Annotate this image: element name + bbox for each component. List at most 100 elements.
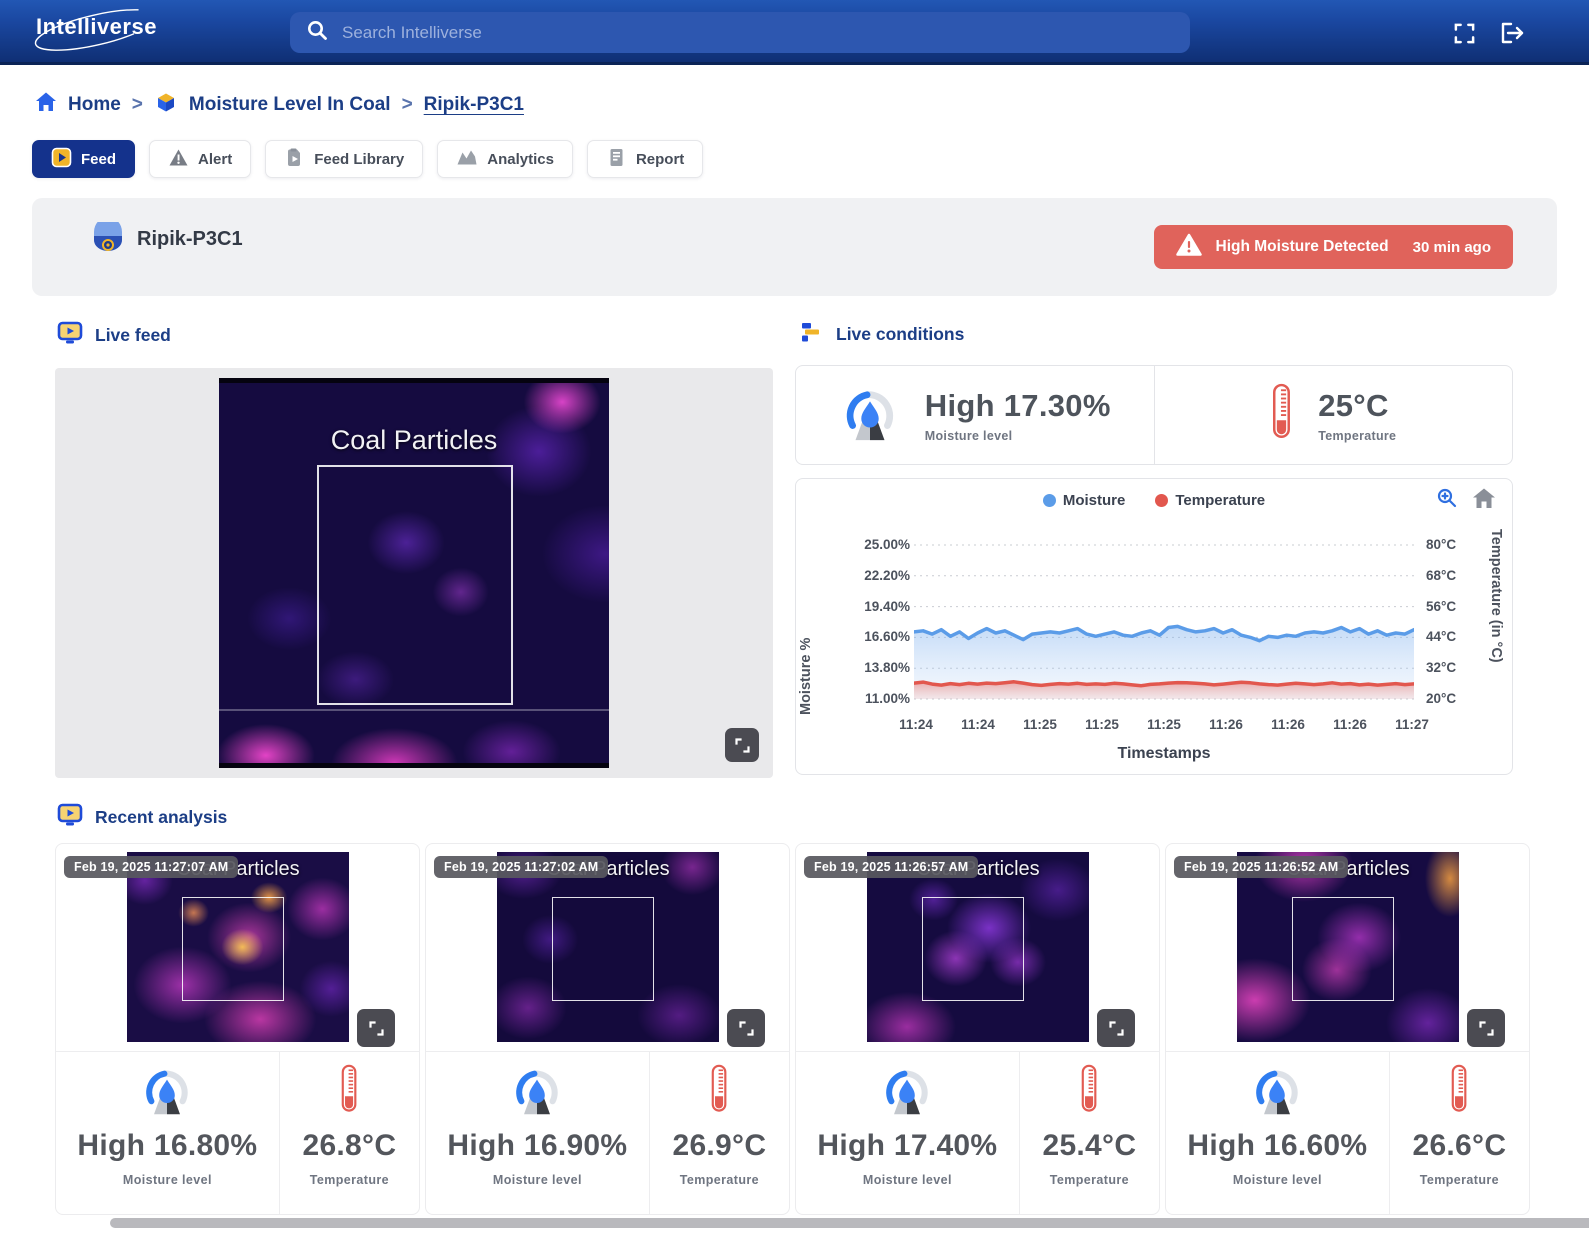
moisture-label: Moisture level: [924, 428, 1013, 443]
tab-alert[interactable]: Alert: [149, 140, 252, 178]
monitor-play-icon: [57, 802, 83, 833]
recent-analysis-header: Recent analysis: [57, 802, 227, 833]
moisture-value: High 17.40%: [817, 1129, 998, 1162]
analysis-card: Feb 19, 2025 11:27:07 AM Coal Particles …: [55, 843, 420, 1215]
x-tick: 11:25: [1147, 717, 1181, 732]
moisture-line: [914, 624, 1414, 643]
alert-time: 30 min ago: [1412, 238, 1491, 256]
tab-analytics[interactable]: Analytics: [437, 140, 573, 178]
y-right-tick: 32°C: [1426, 660, 1457, 675]
play-icon: [51, 147, 72, 172]
expand-icon[interactable]: [727, 1009, 765, 1047]
x-tick: 11:26: [1209, 717, 1243, 732]
chart-plot-area[interactable]: [914, 539, 1414, 711]
tab-bar: Feed Alert Feed Library Analytics Report: [32, 140, 704, 178]
x-axis-title: Timestamps: [1117, 745, 1211, 762]
y-left-tick: 16.60%: [864, 629, 910, 644]
analytics-icon: [456, 147, 478, 172]
x-tick: 11:27: [1395, 717, 1429, 732]
expand-icon[interactable]: [725, 728, 759, 762]
x-tick: 11:24: [899, 717, 933, 732]
breadcrumb-moisture-level[interactable]: Moisture Level In Coal: [188, 94, 391, 115]
moisture-sensor-icon: [1249, 1064, 1305, 1121]
moisture-stat: High 17.30% Moisture level: [796, 366, 1154, 464]
expand-icon[interactable]: [1467, 1009, 1505, 1047]
analysis-card: Feb 19, 2025 11:26:52 AM Coal Particles …: [1165, 843, 1530, 1215]
moisture-dot-icon: [1042, 494, 1056, 507]
y-right-tick: 80°C: [1426, 537, 1457, 552]
legend-temperature-label: Temperature: [1175, 492, 1266, 509]
breadcrumb-separator: >: [401, 94, 413, 115]
feed-library-icon: [284, 147, 305, 172]
recent-analysis-title: Recent analysis: [95, 807, 228, 827]
x-tick: 11:25: [1023, 717, 1057, 732]
logout-icon[interactable]: [1498, 20, 1526, 46]
expand-icon[interactable]: [1097, 1009, 1135, 1047]
conditions-chart: Moisture Temperature Moisture % Temperat…: [795, 478, 1513, 775]
search-icon: [306, 19, 328, 46]
analysis-readings: High 16.60% Moisture level 26.6°C Temper…: [1166, 1051, 1529, 1214]
moisture-reading: High 16.90% Moisture level: [426, 1052, 649, 1214]
tab-feed-library[interactable]: Feed Library: [265, 140, 424, 178]
chart-legend: Moisture Temperature: [796, 492, 1512, 509]
moisture-reading: High 17.40% Moisture level: [796, 1052, 1019, 1214]
live-feed-title: Live feed: [95, 325, 171, 345]
analysis-thermal-image: Coal Particles: [1237, 852, 1459, 1042]
report-icon: [606, 147, 627, 172]
camera-name: Ripik-P3C1: [137, 228, 243, 250]
y-right-tick: 44°C: [1426, 629, 1457, 644]
y-left-tick: 25.00%: [864, 537, 910, 552]
thermometer-icon: [1079, 1064, 1100, 1121]
temperature-label: Temperature: [679, 1173, 759, 1187]
live-conditions-title: Live conditions: [836, 324, 965, 344]
breadcrumb-current[interactable]: Ripik-P3C1: [423, 94, 524, 115]
live-feed-image: Coal Particles: [219, 378, 609, 768]
horizontal-scrollbar[interactable]: [110, 1218, 1589, 1228]
tab-feed-library-label: Feed Library: [314, 150, 405, 168]
live-feed-header: Live feed: [57, 320, 171, 351]
temperature-reading: 25.4°C Temperature: [1018, 1052, 1159, 1214]
moisture-value: High 16.90%: [447, 1129, 628, 1162]
thermometer-icon: [1270, 383, 1294, 448]
temperature-label: Temperature: [1049, 1173, 1129, 1187]
chart-home-icon[interactable]: [1472, 487, 1496, 514]
y-right-tick: 20°C: [1426, 691, 1457, 706]
breadcrumb-home[interactable]: Home: [68, 94, 121, 115]
temperature-reading: 26.6°C Temperature: [1388, 1052, 1529, 1214]
expand-icon[interactable]: [357, 1009, 395, 1047]
roi-box: [317, 465, 513, 705]
roi-box: [922, 897, 1024, 1001]
tab-analytics-label: Analytics: [487, 150, 554, 168]
roi-box: [552, 897, 654, 1001]
alert-label: High Moisture Detected: [1215, 238, 1389, 255]
analysis-card: Feb 19, 2025 11:26:57 AM Coal Particles …: [795, 843, 1160, 1215]
tab-report[interactable]: Report: [586, 140, 704, 178]
roi-box: [1292, 897, 1394, 1001]
analysis-thermal-image: Coal Particles: [127, 852, 349, 1042]
legend-moisture[interactable]: Moisture: [1042, 492, 1125, 509]
fullscreen-icon[interactable]: [1450, 20, 1478, 46]
moisture-label: Moisture level: [1232, 1173, 1322, 1187]
temperature-label: Temperature: [1318, 428, 1397, 443]
legend-temperature[interactable]: Temperature: [1155, 492, 1265, 509]
thermometer-icon: [709, 1064, 730, 1121]
moisture-sensor-icon: [839, 384, 901, 447]
moisture-label: Moisture level: [862, 1173, 952, 1187]
search-bar[interactable]: [290, 12, 1190, 53]
moisture-label: Moisture level: [122, 1173, 212, 1187]
moisture-reading: High 16.60% Moisture level: [1166, 1052, 1389, 1214]
bars-icon: [800, 320, 824, 349]
temperature-reading: 26.8°C Temperature: [278, 1052, 419, 1214]
tab-feed[interactable]: Feed: [32, 140, 136, 178]
moisture-label: Moisture level: [492, 1173, 582, 1187]
timestamp-badge: Feb 19, 2025 11:26:57 AM: [804, 856, 979, 878]
live-feed-panel: Coal Particles: [55, 368, 773, 778]
search-input[interactable]: [342, 22, 1174, 43]
thermometer-icon: [1449, 1064, 1470, 1121]
analysis-image-area: Feb 19, 2025 11:27:02 AM Coal Particles: [426, 844, 789, 1051]
analysis-thermal-image: Coal Particles: [497, 852, 719, 1042]
zoom-in-icon[interactable]: [1436, 487, 1458, 514]
moisture-sensor-icon: [139, 1064, 195, 1121]
tab-feed-label: Feed: [81, 150, 117, 168]
breadcrumb: Home > Moisture Level In Coal > Ripik-P3…: [35, 90, 524, 120]
